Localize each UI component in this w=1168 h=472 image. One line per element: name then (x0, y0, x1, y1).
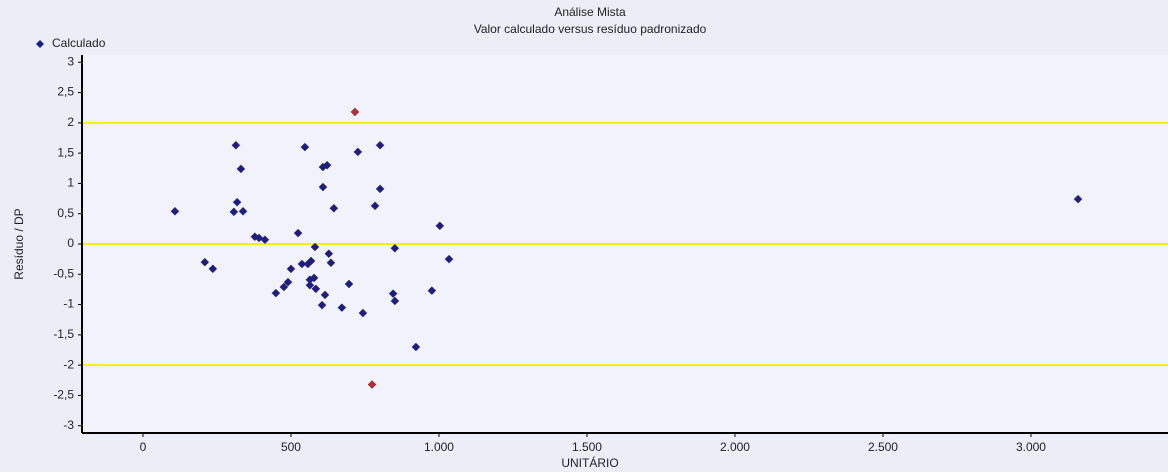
point (170, 206, 180, 216)
point (411, 342, 421, 352)
point (271, 288, 281, 298)
point (232, 197, 242, 207)
x-tick-label: 0 (140, 440, 147, 454)
point (306, 256, 316, 266)
x-axis-label: UNITÁRIO (561, 455, 618, 470)
legend-marker (36, 40, 44, 48)
y-tick-label: -2 (63, 357, 74, 371)
point (297, 259, 307, 269)
x-tick-label: 3.000 (1016, 440, 1046, 454)
point (350, 107, 360, 117)
y-tick-label: -2,5 (53, 388, 74, 402)
y-tick-label: 1,5 (57, 145, 74, 159)
point (367, 380, 377, 389)
point (305, 280, 315, 290)
point (435, 221, 445, 231)
point (390, 296, 400, 306)
point (229, 207, 239, 217)
x-tick-label: 500 (281, 440, 301, 454)
point (310, 242, 320, 252)
point (318, 182, 328, 192)
chart-subtitle: Valor calculado versus resíduo padroniza… (474, 22, 707, 36)
point (344, 279, 354, 289)
x-tick-label: 1.000 (424, 440, 454, 454)
y-tick-label: -3 (63, 418, 74, 432)
point (388, 289, 398, 299)
y-tick-label: -1 (63, 297, 74, 311)
point (375, 184, 385, 194)
point (390, 243, 400, 253)
point (231, 140, 241, 150)
y-tick-label: -0,5 (53, 266, 74, 280)
point (444, 254, 454, 264)
legend-label: Calculado (52, 36, 106, 50)
point (200, 257, 210, 267)
point (370, 201, 380, 211)
point (293, 228, 303, 238)
y-tick-label: 2,5 (57, 85, 74, 99)
point (300, 142, 310, 152)
point (317, 300, 327, 310)
y-tick-label: 0,5 (57, 206, 74, 220)
y-tick-label: 2 (67, 115, 74, 129)
y-tick-label: 0 (67, 236, 74, 250)
point (236, 164, 246, 174)
x-tick-label: 2.000 (720, 440, 750, 454)
y-axis-label: Resíduo / DP (12, 208, 26, 279)
point (286, 264, 296, 274)
point (358, 308, 368, 318)
point (279, 282, 289, 292)
y-tick-label: 3 (67, 54, 74, 68)
y-tick-label: 1 (67, 176, 74, 190)
point (1073, 194, 1083, 204)
y-tick-label: -1,5 (53, 327, 74, 341)
point (238, 206, 248, 216)
point (208, 264, 218, 274)
point (320, 290, 330, 300)
x-tick-label: 1.500 (572, 440, 602, 454)
point (337, 303, 347, 312)
point (324, 249, 334, 259)
point (427, 286, 437, 295)
point (353, 147, 363, 157)
point (322, 160, 332, 170)
point (375, 140, 385, 150)
point (329, 203, 339, 213)
chart-title: Análise Mista (554, 5, 626, 19)
point (283, 277, 293, 287)
point (309, 273, 319, 283)
point (260, 235, 270, 245)
point (326, 258, 336, 268)
x-tick-label: 2.500 (868, 440, 898, 454)
point (311, 284, 321, 294)
